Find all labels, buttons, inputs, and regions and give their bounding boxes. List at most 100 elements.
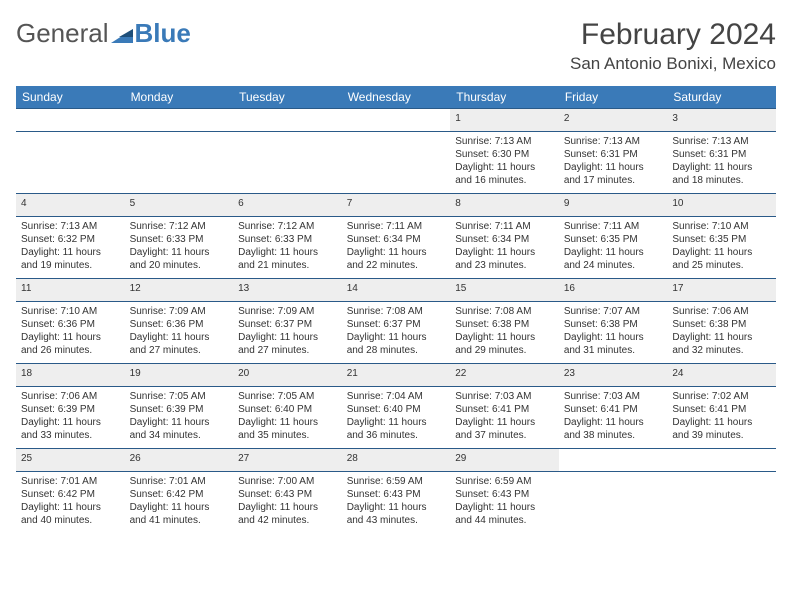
day-number: 9 [559, 194, 668, 217]
day-number [16, 109, 125, 132]
sunset-text: Sunset: 6:34 PM [347, 233, 446, 246]
day-cell: Sunrise: 7:13 AMSunset: 6:31 PMDaylight:… [559, 132, 668, 194]
daylight-line1: Daylight: 11 hours [672, 161, 771, 174]
sunrise-text: Sunrise: 7:02 AM [672, 390, 771, 403]
daylight-line1: Daylight: 11 hours [455, 416, 554, 429]
daylight-line2: and 38 minutes. [564, 429, 663, 442]
daylight-line1: Daylight: 11 hours [672, 416, 771, 429]
daylight-line2: and 42 minutes. [238, 514, 337, 527]
sunset-text: Sunset: 6:35 PM [564, 233, 663, 246]
sunset-text: Sunset: 6:41 PM [455, 403, 554, 416]
sunrise-text: Sunrise: 7:03 AM [455, 390, 554, 403]
day-content-row: Sunrise: 7:13 AM Sunset: 6:30 PM Daylight:… [16, 132, 776, 194]
day-number-row: 123 [16, 109, 776, 132]
sunrise-text: Sunrise: 7:05 AM [238, 390, 337, 403]
sunset-text: Sunset: 6:43 PM [455, 488, 554, 501]
daylight-line2: and 35 minutes. [238, 429, 337, 442]
daylight-line1: Daylight: 11 hours [130, 501, 229, 514]
sunset-text: Sunset: 6:43 PM [347, 488, 446, 501]
day-content-row: Sunrise: 7:06 AMSunset: 6:39 PMDaylight:… [16, 387, 776, 449]
day-number: 1 [450, 109, 559, 132]
daylight-line2: and 26 minutes. [21, 344, 120, 357]
day-cell: Sunrise: 7:02 AMSunset: 6:41 PMDaylight:… [667, 387, 776, 449]
sunset-text: Sunset: 6:36 PM [21, 318, 120, 331]
sunrise-text: Sunrise: 7:11 AM [564, 220, 663, 233]
daylight-line2: and 28 minutes. [347, 344, 446, 357]
day-number [233, 109, 342, 132]
sunrise-text: Sunrise: 7:06 AM [21, 390, 120, 403]
day-cell: Sunrise: 7:08 AMSunset: 6:38 PMDaylight:… [450, 302, 559, 364]
sunrise-text: Sunrise: 7:05 AM [130, 390, 229, 403]
sunrise-text: Sunrise: 7:09 AM [238, 305, 337, 318]
sunrise-text: Sunrise: 7:13 AM [672, 135, 771, 148]
day-number: 16 [559, 279, 668, 302]
day-cell [233, 132, 342, 194]
day-number: 3 [667, 109, 776, 132]
day-cell [559, 472, 668, 534]
day-cell [125, 132, 234, 194]
day-cell: Sunrise: 7:05 AMSunset: 6:39 PMDaylight:… [125, 387, 234, 449]
daylight-line1: Daylight: 11 hours [130, 416, 229, 429]
sunset-text: Sunset: 6:41 PM [672, 403, 771, 416]
logo-triangle-icon [111, 25, 133, 43]
sunrise-text: Sunrise: 6:59 AM [347, 475, 446, 488]
sunset-text: Sunset: 6:43 PM [238, 488, 337, 501]
day-number: 19 [125, 364, 234, 387]
sunset-text: Sunset: 6:39 PM [21, 403, 120, 416]
header: General Blue February 2024 San Antonio B… [16, 18, 776, 74]
daylight-line2: and 20 minutes. [130, 259, 229, 272]
day-number: 28 [342, 449, 451, 472]
daylight-line1: Daylight: 11 hours [238, 416, 337, 429]
day-cell: Sunrise: 7:11 AMSunset: 6:35 PMDaylight:… [559, 217, 668, 279]
daylight-line2: and 39 minutes. [672, 429, 771, 442]
day-cell: Sunrise: 7:13 AMSunset: 6:32 PMDaylight:… [16, 217, 125, 279]
logo-text-blue: Blue [135, 18, 191, 49]
sunset-text: Sunset: 6:38 PM [672, 318, 771, 331]
day-cell [16, 132, 125, 194]
sunset-text: Sunset: 6:38 PM [564, 318, 663, 331]
day-number: 29 [450, 449, 559, 472]
day-number: 27 [233, 449, 342, 472]
sunrise-text: Sunrise: 6:59 AM [455, 475, 554, 488]
day-cell: Sunrise: 7:12 AMSunset: 6:33 PMDaylight:… [233, 217, 342, 279]
day-cell: Sunrise: 6:59 AMSunset: 6:43 PMDaylight:… [450, 472, 559, 534]
day-cell: Sunrise: 7:06 AMSunset: 6:39 PMDaylight:… [16, 387, 125, 449]
day-number: 24 [667, 364, 776, 387]
daylight-line1: Daylight: 11 hours [672, 246, 771, 259]
daylight-line1: Daylight: 11 hours [455, 331, 554, 344]
day-number: 8 [450, 194, 559, 217]
day-number: 12 [125, 279, 234, 302]
daylight-line1: Daylight: 11 hours [21, 416, 120, 429]
weekday-mon: Monday [125, 86, 234, 109]
daylight-line1: Daylight: 11 hours [238, 246, 337, 259]
day-number: 4 [16, 194, 125, 217]
sunset-text: Sunset: 6:30 PM [455, 148, 554, 161]
weekday-wed: Wednesday [342, 86, 451, 109]
daylight-line1: Daylight: 11 hours [21, 246, 120, 259]
daylight-line2: and 23 minutes. [455, 259, 554, 272]
title-block: February 2024 San Antonio Bonixi, Mexico [570, 18, 776, 74]
daylight-line1: Daylight: 11 hours [455, 501, 554, 514]
day-cell: Sunrise: 7:04 AMSunset: 6:40 PMDaylight:… [342, 387, 451, 449]
sunset-text: Sunset: 6:34 PM [455, 233, 554, 246]
daylight-line1: Daylight: 11 hours [564, 331, 663, 344]
day-number-row: 18192021222324 [16, 364, 776, 387]
sunset-text: Sunset: 6:31 PM [564, 148, 663, 161]
sunrise-text: Sunrise: 7:08 AM [455, 305, 554, 318]
sunset-text: Sunset: 6:36 PM [130, 318, 229, 331]
daylight-line2: and 32 minutes. [672, 344, 771, 357]
sunset-text: Sunset: 6:33 PM [130, 233, 229, 246]
daylight-line1: Daylight: 11 hours [347, 501, 446, 514]
sunrise-text: Sunrise: 7:11 AM [347, 220, 446, 233]
day-cell: Sunrise: 7:06 AMSunset: 6:38 PMDaylight:… [667, 302, 776, 364]
sunset-text: Sunset: 6:37 PM [238, 318, 337, 331]
day-cell: Sunrise: 7:05 AMSunset: 6:40 PMDaylight:… [233, 387, 342, 449]
weekday-thu: Thursday [450, 86, 559, 109]
calendar-table: Sunday Monday Tuesday Wednesday Thursday… [16, 86, 776, 534]
sunset-text: Sunset: 6:37 PM [347, 318, 446, 331]
daylight-line1: Daylight: 11 hours [564, 416, 663, 429]
calendar-body: 123Sunrise: 7:13 AMSunset: 6:30 PMDaylig… [16, 109, 776, 534]
sunrise-text: Sunrise: 7:08 AM [347, 305, 446, 318]
sunrise-text: Sunrise: 7:01 AM [130, 475, 229, 488]
day-number: 2 [559, 109, 668, 132]
